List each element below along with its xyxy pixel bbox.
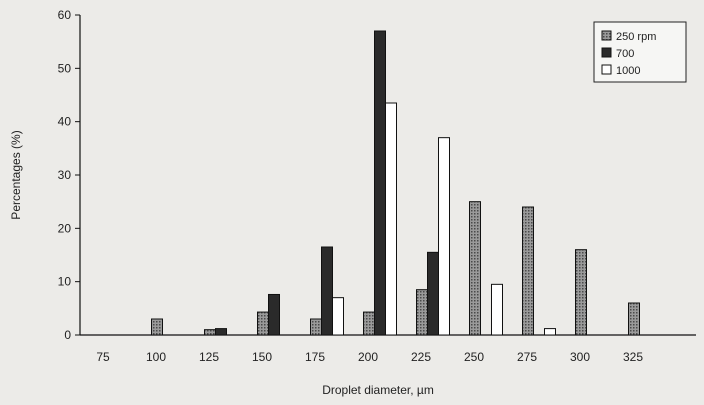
bar: [385, 102, 397, 336]
legend-label: 700: [616, 48, 634, 60]
x-tick-label: 200: [358, 350, 378, 364]
bar: [321, 246, 333, 336]
bar: [544, 328, 556, 336]
bar: [268, 293, 280, 336]
x-tick-label: 225: [411, 350, 431, 364]
x-tick-label: 325: [623, 350, 643, 364]
y-tick-label: 40: [58, 115, 72, 129]
bar: [427, 251, 439, 336]
x-axis-title: Droplet diameter, µm: [322, 383, 434, 397]
x-tick-label: 100: [146, 350, 166, 364]
y-tick-label: 60: [58, 8, 72, 22]
y-tick-labels: 0 10 20 30 40 50 60: [58, 8, 80, 342]
bar: [438, 137, 450, 336]
x-tick-label: 175: [305, 350, 325, 364]
legend-swatch: [601, 64, 612, 75]
bar: [257, 311, 269, 336]
bar: [469, 201, 481, 336]
y-axis-title: Percentages (%): [9, 130, 23, 219]
x-tick-labels: 75 100 125 150 175 200 225 250 275 300 325: [96, 350, 643, 364]
legend-swatch: [601, 47, 612, 58]
y-tick-label: 20: [58, 221, 72, 235]
bar: [310, 318, 322, 336]
y-tick-label: 10: [58, 275, 72, 289]
bar: [204, 329, 216, 336]
bar: [416, 289, 428, 336]
y-tick-label: 30: [58, 168, 72, 182]
x-tick-label: 300: [570, 350, 590, 364]
bar: [363, 311, 375, 336]
bar: [374, 30, 386, 336]
bar: [151, 318, 163, 336]
bar: [332, 297, 344, 336]
y-tick-label: 0: [64, 328, 71, 342]
legend-swatch: [601, 30, 612, 41]
legend-label: 1000: [616, 65, 640, 77]
y-tick-label: 50: [58, 61, 72, 75]
x-tick-label: 275: [517, 350, 537, 364]
x-tick-label: 250: [464, 350, 484, 364]
bar: [575, 249, 587, 336]
x-tick-label: 75: [96, 350, 110, 364]
bar: [215, 328, 227, 336]
legend: 250 rpm 700 1000: [593, 21, 687, 83]
x-tick-label: 150: [252, 350, 272, 364]
legend-label: 250 rpm: [616, 31, 656, 43]
bars-group: [151, 30, 640, 336]
x-tick-label: 125: [199, 350, 219, 364]
bar: [522, 206, 534, 336]
bar: [491, 283, 503, 336]
bar: [628, 302, 640, 336]
